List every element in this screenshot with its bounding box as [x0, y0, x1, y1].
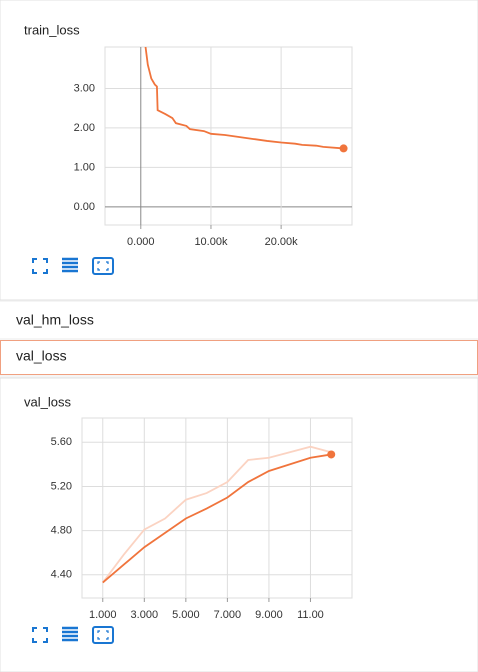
list-icon[interactable]	[62, 257, 78, 273]
plot-frame	[104, 46, 353, 226]
y-tick-label: 5.20	[51, 480, 72, 492]
x-tick-label: 3.000	[131, 609, 159, 621]
series-line	[144, 47, 344, 150]
y-tick-label: 3.00	[74, 82, 95, 94]
x-tick-label: 5.000	[172, 609, 200, 621]
x-tick-label: 0.000	[127, 236, 155, 248]
x-tick-label: 9.000	[255, 609, 283, 621]
fullscreen-icon[interactable]	[32, 258, 48, 274]
x-tick-label: 20.00k	[265, 236, 299, 248]
y-tick-label: 1.00	[74, 161, 95, 173]
x-tick-label: 1.000	[89, 609, 117, 621]
section-row[interactable]	[0, 302, 478, 338]
fit-icon[interactable]	[92, 257, 114, 275]
y-tick-label: 2.00	[74, 122, 95, 134]
fullscreen-icon[interactable]	[32, 627, 48, 643]
section-row[interactable]	[0, 340, 478, 375]
x-tick-label: 11.00	[297, 609, 324, 621]
plot	[144, 47, 344, 150]
card	[0, 377, 478, 672]
plot-frame	[81, 417, 353, 599]
series-line	[102, 453, 332, 584]
series-line	[102, 445, 332, 584]
card	[0, 0, 478, 301]
fit-icon-inner	[97, 630, 109, 640]
x-tick-label: 10.00k	[194, 236, 228, 248]
y-tick-label: 4.80	[51, 525, 72, 537]
toolbar	[32, 626, 114, 644]
toolbar	[32, 257, 114, 275]
chart-title: val_loss	[24, 394, 71, 409]
end-marker	[339, 144, 348, 153]
y-tick-label: 0.00	[74, 201, 95, 213]
end-marker	[327, 450, 336, 459]
plot	[102, 445, 332, 584]
chart-title: train_loss	[24, 22, 80, 37]
x-tick-label: 7.000	[214, 609, 242, 621]
y-tick-label: 5.60	[51, 436, 72, 448]
list-icon[interactable]	[62, 626, 78, 642]
section-label[interactable]: val_hm_loss	[16, 312, 94, 328]
y-tick-label: 4.40	[51, 569, 72, 581]
fit-icon[interactable]	[92, 626, 114, 644]
section-label[interactable]: val_loss	[16, 348, 67, 364]
fit-icon-inner	[97, 261, 109, 271]
